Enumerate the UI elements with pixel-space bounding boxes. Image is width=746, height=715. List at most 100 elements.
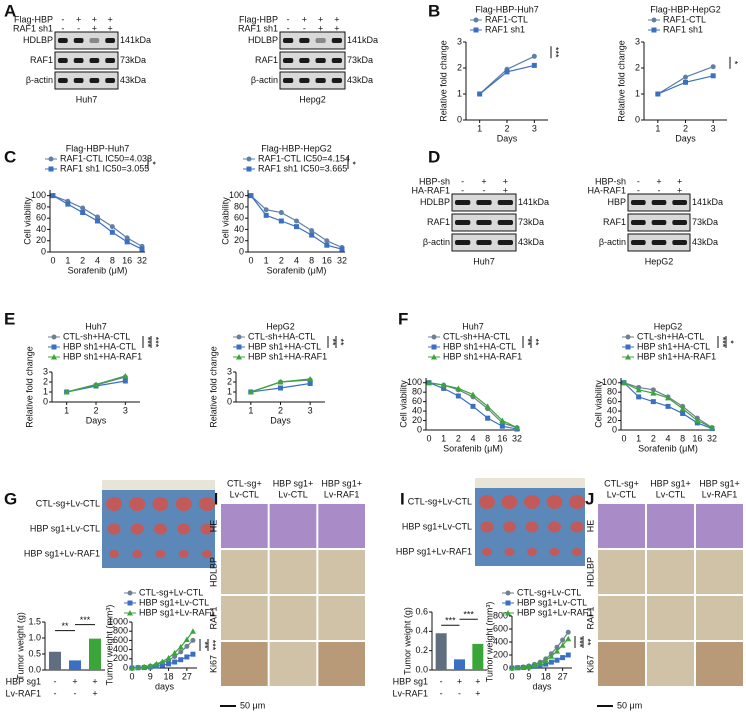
row-label: HDLBP <box>208 557 218 587</box>
x-axis-label: days <box>532 681 552 691</box>
significance: ** <box>583 638 593 646</box>
x-tick-label: 32 <box>707 433 717 443</box>
chart-title: Flag-HBP-HepG2 <box>650 4 721 14</box>
y-tick-label: 800 <box>493 610 508 620</box>
x-axis-label: Days <box>675 133 696 143</box>
sign: + <box>318 14 323 24</box>
y-tick-label: 0 <box>123 662 128 672</box>
condition-label: Lv-RAF1 <box>5 688 41 698</box>
marker <box>514 424 520 431</box>
significance: *** <box>575 637 585 648</box>
marker <box>485 415 491 421</box>
x-tick-label: 4 <box>470 433 475 443</box>
sign: + <box>92 23 97 33</box>
marker <box>665 403 671 409</box>
column-header: CTL-sg+ <box>604 478 639 488</box>
x-axis-label: Days <box>86 415 107 425</box>
band-label: HBP <box>607 197 626 207</box>
marker <box>484 403 491 409</box>
sign: - <box>458 688 461 698</box>
x-tick-label: 16 <box>497 433 507 443</box>
bar <box>454 659 465 670</box>
sign: + <box>92 688 97 698</box>
y-tick-label: 0.4 <box>415 626 428 636</box>
x-axis-label: Sorafenib (μM) <box>267 265 327 275</box>
significance: * <box>730 61 740 65</box>
significance: * <box>348 161 358 165</box>
y-tick-label: 3 <box>457 36 462 46</box>
significance: *** <box>208 640 218 651</box>
marker <box>189 628 196 634</box>
marker <box>246 166 252 172</box>
tumor <box>107 523 121 535</box>
significance: ** <box>61 621 69 631</box>
sign: + <box>656 176 661 186</box>
cell-line: Huh7 <box>76 94 98 104</box>
marker <box>470 391 476 398</box>
marker <box>565 652 571 658</box>
marker <box>543 661 549 667</box>
band <box>299 38 310 43</box>
x-tick-label: 0 <box>129 671 134 681</box>
y-axis-label: Tumor weight (mm³) <box>484 602 494 683</box>
x-tick-label: 2 <box>683 123 688 133</box>
marker <box>51 344 57 350</box>
sign: + <box>677 176 682 186</box>
x-tick-label: 2 <box>80 255 85 265</box>
blot-strip <box>54 51 119 70</box>
marker <box>248 193 254 199</box>
legend-label: RAF1 sh1 IC50=3.055 <box>60 163 149 173</box>
column-header: Lv-CTL <box>278 489 308 499</box>
x-tick-label: 0 <box>426 433 431 443</box>
y-tick-label: 40 <box>234 224 244 234</box>
marker <box>505 590 511 596</box>
sign: - <box>461 176 464 186</box>
sign: - <box>658 185 661 195</box>
band <box>631 240 646 245</box>
y-axis-label: Cell viability <box>593 380 603 428</box>
legend-label: HBP sg1+Lv-RAF1 <box>139 607 215 617</box>
marker <box>184 643 190 649</box>
y-tick-label: 0 <box>612 424 617 434</box>
scale-label: 50 μm <box>617 700 642 710</box>
marker <box>122 373 129 379</box>
marker <box>548 659 554 665</box>
legend-label: HBP sh1+HA-RAF1 <box>637 351 716 361</box>
band-size: 141kDa <box>518 197 549 207</box>
marker <box>48 166 54 172</box>
marker <box>655 91 661 97</box>
marker <box>139 246 145 252</box>
legend-label: CTL-sg+Lv-CTL <box>139 587 203 597</box>
column-header: CTL-sg+ <box>227 478 262 488</box>
column-header: HBP sg1+ <box>699 478 740 488</box>
condition-label: RAF1 sh1 <box>238 23 278 33</box>
marker <box>650 387 656 393</box>
y-tick-label: 400 <box>113 644 128 654</box>
marker <box>65 201 71 207</box>
marker <box>665 394 671 401</box>
band <box>73 58 84 63</box>
marker <box>124 235 130 241</box>
marker <box>190 651 196 657</box>
histology-image <box>647 504 694 548</box>
tumor <box>155 550 166 558</box>
band <box>283 78 294 83</box>
band <box>299 78 310 83</box>
sign: - <box>461 185 464 195</box>
marker <box>184 654 190 660</box>
y-tick-label: 1 <box>227 386 232 396</box>
histology-image <box>647 596 694 640</box>
marker <box>109 229 115 235</box>
legend-label: HBP sh1+HA-RAF1 <box>63 351 142 361</box>
marker <box>277 379 284 385</box>
y-tick-label: 0.0 <box>415 664 428 674</box>
column-header: Lv-CTL <box>656 489 686 499</box>
y-axis-label: Cell viability <box>398 380 408 428</box>
condition-label: HA-RAF1 <box>411 185 450 195</box>
y-tick-label: 1 <box>635 88 640 98</box>
y-tick-label: 400 <box>493 636 508 646</box>
marker <box>294 218 299 224</box>
blot-strip <box>54 31 119 50</box>
marker <box>531 62 537 68</box>
panel-letter: G <box>4 489 17 508</box>
